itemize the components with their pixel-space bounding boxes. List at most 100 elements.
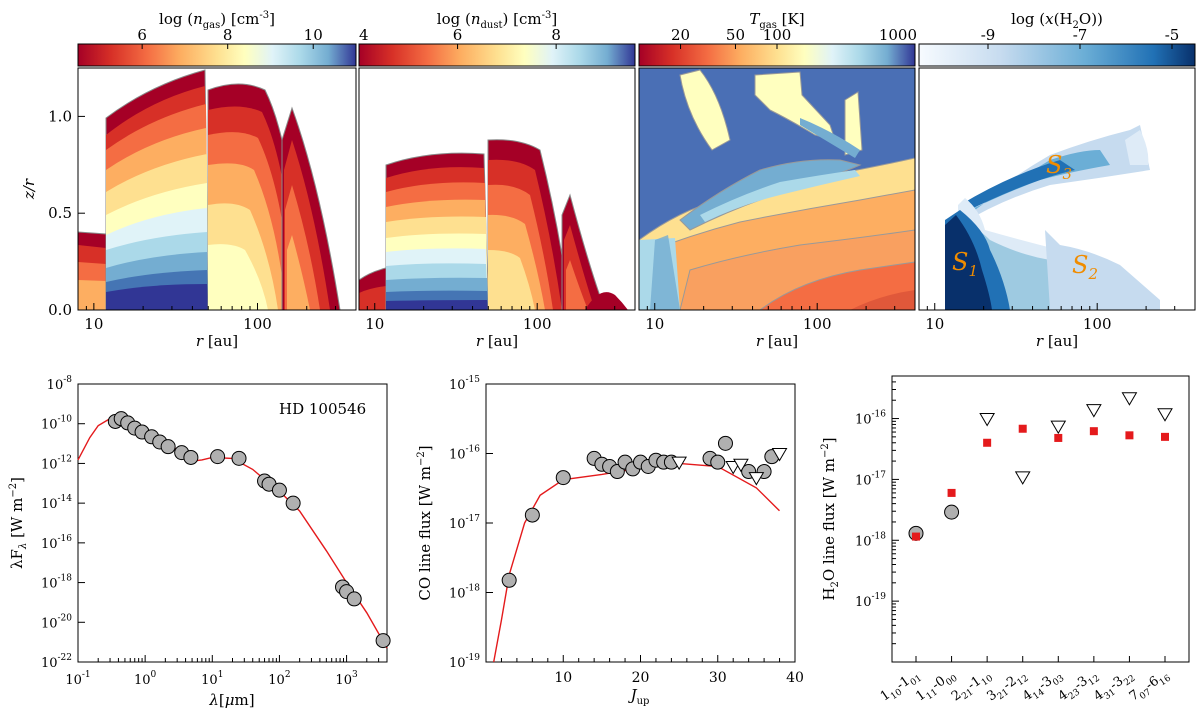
y-tick-label: 0.0	[48, 301, 72, 319]
colorbar-label-tgas: Tgas [K]	[749, 10, 804, 31]
co-data-point	[717, 435, 733, 451]
co-y-tick-label: 10-19	[449, 653, 480, 671]
x-tick-label: 10	[84, 315, 103, 333]
panel-ngas: z/r 0.0 0.5 1.0 10 100 r [au]	[20, 67, 357, 350]
colorbar-ndust: log (ndust) [cm-3] 4 6 8	[358, 10, 636, 67]
sed-x-tick-label: 101	[201, 670, 223, 688]
sed-x-tick-label: 103	[335, 670, 358, 688]
sed-data-point	[210, 449, 226, 465]
colorbar-label-ngas: log (ngas) [cm-3]	[159, 10, 275, 31]
x-tick-label: 100	[243, 315, 272, 333]
co-xlabel: Jup	[628, 686, 650, 707]
x-tick-label: 100	[1083, 315, 1112, 333]
colorbar-tick-label: 8	[223, 26, 233, 44]
h2o-x-tick-label: 221-110	[949, 667, 995, 707]
h2o-upper-limit	[1121, 392, 1138, 406]
co-data-point	[501, 572, 517, 588]
co-x-tick-label: 10	[554, 670, 572, 686]
sed-data-point	[346, 591, 362, 607]
h2o-model-square	[1018, 424, 1027, 433]
panel-sed: 10-1 100 101 102 103 10-22 10-20 10-18 10-16 10-1…	[8, 375, 391, 709]
sed-y-tick-label: 10-22	[41, 653, 72, 671]
sed-data-point	[160, 439, 176, 455]
co-upper-limit	[771, 448, 788, 462]
colorbar-tick-label: 8	[551, 26, 561, 44]
y-tick-label: 0.5	[48, 204, 72, 222]
colorbar-tick-label: 4	[359, 26, 369, 44]
tgas-map	[639, 68, 915, 310]
sed-data-point	[375, 633, 391, 649]
x-tick-label: 10	[365, 315, 384, 333]
panel-xh2o: S1 S2 S3 10 100 r [au]	[918, 67, 1196, 350]
sed-x-tick-label: 100	[134, 670, 157, 688]
h2o-model-square	[912, 532, 920, 541]
co-y-tick-label: 10-18	[449, 584, 480, 602]
h2o-model-square	[947, 488, 956, 497]
y-tick-label: 1.0	[48, 107, 72, 125]
co-y-tick-label: 10-15	[449, 375, 480, 393]
panel-tgas: 10 100 r [au]	[638, 67, 916, 350]
panel-h2o: 10-19 10-18 10-17 10-16 110-101111-000221-11…	[820, 375, 1190, 707]
sed-y-tick-label: 10-18	[41, 574, 72, 592]
xlabel-ndust: r [au]	[476, 332, 518, 350]
co-upper-limit	[671, 456, 687, 471]
h2o-x-tick-label: 111-000	[913, 667, 959, 707]
sed-y-tick-label: 10-8	[47, 375, 73, 393]
xlabel-xh2o: r [au]	[1036, 332, 1078, 350]
h2o-upper-limit	[1014, 471, 1031, 485]
sed-y-tick-label: 10-12	[41, 454, 72, 472]
co-upper-limit	[733, 458, 749, 473]
panel-ndust: 10 100 r [au]	[358, 67, 636, 350]
sed-y-tick-label: 10-20	[41, 613, 72, 631]
sed-data-point	[231, 450, 247, 466]
xh2o-map	[945, 125, 1160, 310]
sed-xlabel: λ[μm]	[208, 691, 254, 709]
sed-y-tick-label: 10-14	[41, 494, 72, 512]
co-x-tick-label: 20	[632, 670, 650, 686]
co-model-line	[493, 462, 780, 663]
h2o-model-square	[1125, 431, 1134, 440]
sed-data-point	[285, 495, 301, 511]
x-tick-label: 10	[925, 315, 944, 333]
x-tick-label: 10	[645, 315, 664, 333]
colorbar-tick-label: 20	[671, 26, 690, 44]
h2o-upper-limit	[1085, 404, 1102, 418]
colorbar-tick-label: -7	[1073, 26, 1088, 44]
colorbar-xh2o: log (x(H2O)) -9 -7 -5	[918, 10, 1196, 67]
sed-data-point	[271, 482, 287, 498]
sed-y-tick-label: 10-16	[41, 534, 72, 552]
colorbar-ngas: log (ngas) [cm-3] 6 8 10	[77, 10, 357, 67]
colorbar-label-ndust: log (ndust) [cm-3]	[437, 10, 557, 31]
h2o-model-square	[1089, 427, 1098, 436]
colorbar-tick-label: 100	[763, 26, 792, 44]
co-ylabel: CO line flux [W m−2]	[416, 445, 434, 600]
panel-co: 10 20 30 40 10-19 10-18 10-17 10-16 10-15 CO lin…	[416, 375, 804, 707]
ylabel-ngas: z/r	[20, 178, 38, 200]
sed-x-tick-label: 102	[268, 670, 290, 688]
h2o-upper-limit	[1050, 420, 1067, 435]
h2o-x-tick-label: 321-212	[984, 667, 1030, 707]
co-x-tick-label: 30	[709, 670, 727, 686]
colorbar-tick-label: -9	[981, 26, 996, 44]
co-y-tick-label: 10-17	[449, 514, 480, 532]
sed-x-tick-label: 10-1	[65, 670, 90, 688]
h2o-model-square	[1161, 432, 1169, 441]
h2o-x-tick-label: 110-101	[878, 667, 924, 707]
colorbar-tgas: Tgas [K] 20 50 100 1000	[638, 10, 917, 67]
h2o-x-tick-label: 414-303	[1020, 667, 1066, 707]
h2o-y-tick-label: 10-17	[855, 470, 886, 488]
colorbar-tick-label: 6	[137, 26, 147, 44]
h2o-x-tick-label: 431-322	[1091, 667, 1137, 707]
ngas-map	[78, 69, 341, 310]
h2o-x-tick-label: 423-312	[1056, 667, 1102, 707]
colorbar-label-xh2o: log (x(H2O))	[1011, 10, 1103, 31]
co-data-point	[710, 454, 726, 470]
co-x-tick-label: 40	[786, 670, 804, 686]
sed-data-point	[183, 449, 199, 465]
colorbar-tick-label: -5	[1165, 26, 1180, 44]
h2o-model-square	[1054, 433, 1063, 442]
h2o-upper-limit	[1157, 408, 1173, 422]
h2o-model-square	[983, 438, 992, 447]
region-label-s2: S2	[1072, 251, 1098, 283]
